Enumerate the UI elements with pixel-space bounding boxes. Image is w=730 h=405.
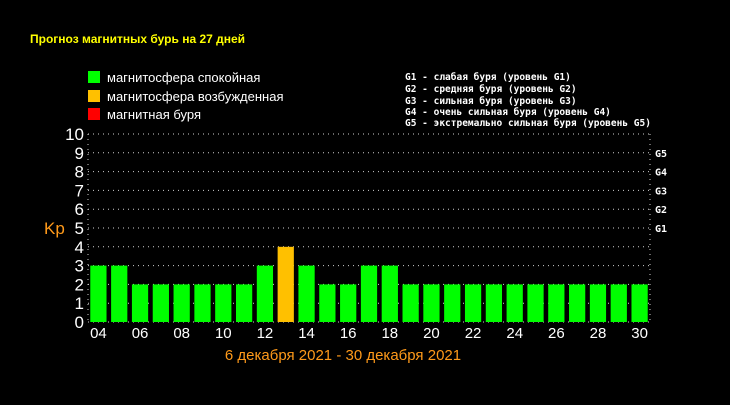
g-scale-legend-g4: G4 - очень сильная буря (уровень G4) [405, 107, 611, 118]
bar-day-4 [90, 265, 107, 322]
legend-label-excited: магнитосфера возбужденная [107, 89, 284, 104]
bar-day-14 [298, 265, 315, 322]
y-tick-label: 2 [75, 275, 84, 294]
legend-swatch-quiet [88, 71, 100, 83]
bar-day-22 [464, 284, 482, 322]
bar-day-27 [569, 284, 586, 322]
bar-day-30 [631, 284, 648, 322]
x-tick-label: 22 [465, 325, 482, 342]
legend-label-quiet: магнитосфера спокойная [107, 70, 260, 85]
legend: магнитосфера спокойная магнитосфера возб… [88, 70, 284, 122]
g-scale-legend-g1: G1 - слабая буря (уровень G1) [405, 72, 571, 83]
g-scale-legend-g5: G5 - экстремально сильная буря (уровень … [405, 118, 651, 129]
bar-day-7 [152, 284, 169, 322]
bar-day-10 [215, 284, 232, 322]
g-level-label: G2 [655, 205, 667, 216]
chart-title: Прогноз магнитных бурь на 27 дней [30, 32, 245, 46]
x-tick-label: 12 [257, 325, 274, 342]
g-scale-legend-g2: G2 - средняя буря (уровень G2) [405, 84, 577, 95]
x-tick-label: 30 [631, 325, 648, 342]
x-tick-label: 08 [173, 325, 190, 342]
y-tick-label: 1 [75, 294, 84, 313]
x-tick-label: 24 [506, 325, 523, 342]
bar-day-11 [235, 284, 253, 322]
x-tick-label: 06 [132, 325, 149, 342]
x-tick-label: 26 [548, 325, 565, 342]
y-axis-label: Kp [44, 219, 65, 238]
bar-day-23 [485, 284, 503, 322]
g-level-label: G5 [655, 149, 667, 160]
y-tick-label: 5 [75, 219, 84, 238]
g-level-labels: G1 G2 G3 G4 G5 [655, 149, 667, 235]
bar-day-25 [527, 284, 544, 322]
y-tick-label: 8 [75, 163, 84, 182]
y-tick-label: 10 [65, 125, 84, 144]
x-tick-label: 18 [381, 325, 398, 342]
legend-label-storm: магнитная буря [107, 107, 201, 122]
bar-day-9 [194, 284, 211, 322]
bar-day-19 [402, 284, 419, 322]
bar-day-28 [589, 284, 607, 322]
y-tick-label: 9 [75, 144, 84, 163]
y-tick-label: 0 [75, 313, 84, 332]
bars [90, 246, 648, 322]
x-tick-label: 20 [423, 325, 440, 342]
x-tick-label: 14 [298, 325, 315, 342]
y-tick-label: 3 [75, 257, 84, 276]
bar-day-17 [360, 265, 378, 322]
g-scale-legend: G1 - слабая буря (уровень G1) G2 - средн… [405, 72, 651, 129]
bar-day-12 [256, 265, 274, 322]
x-tick-label: 04 [90, 325, 107, 342]
y-tick-label: 6 [75, 200, 84, 219]
bar-day-6 [131, 284, 149, 322]
x-tick-labels: 04 06 08 10 12 14 16 18 20 22 24 26 28 30 [90, 325, 648, 342]
x-axis-label: 6 декабря 2021 - 30 декабря 2021 [225, 347, 461, 364]
y-tick-label: 7 [75, 181, 84, 200]
y-tick-label: 4 [75, 238, 84, 257]
bar-day-16 [340, 284, 357, 322]
g-level-label: G3 [655, 186, 667, 197]
bar-day-8 [173, 284, 190, 322]
bar-day-5 [111, 265, 128, 322]
bar-day-29 [610, 284, 627, 322]
legend-swatch-storm [88, 108, 100, 120]
g-level-label: G4 [655, 168, 667, 179]
bar-day-24 [506, 284, 523, 322]
legend-swatch-excited [88, 90, 100, 102]
bar-day-18 [381, 265, 398, 322]
bar-day-20 [423, 284, 440, 322]
x-tick-label: 28 [590, 325, 607, 342]
bar-day-21 [444, 284, 461, 322]
bar-day-26 [548, 284, 565, 322]
g-level-label: G1 [655, 224, 667, 235]
x-tick-label: 16 [340, 325, 357, 342]
bar-day-15 [319, 284, 336, 322]
g-scale-legend-g3: G3 - сильная буря (уровень G3) [405, 96, 577, 107]
x-tick-label: 10 [215, 325, 232, 342]
bar-day-13 [277, 246, 294, 322]
